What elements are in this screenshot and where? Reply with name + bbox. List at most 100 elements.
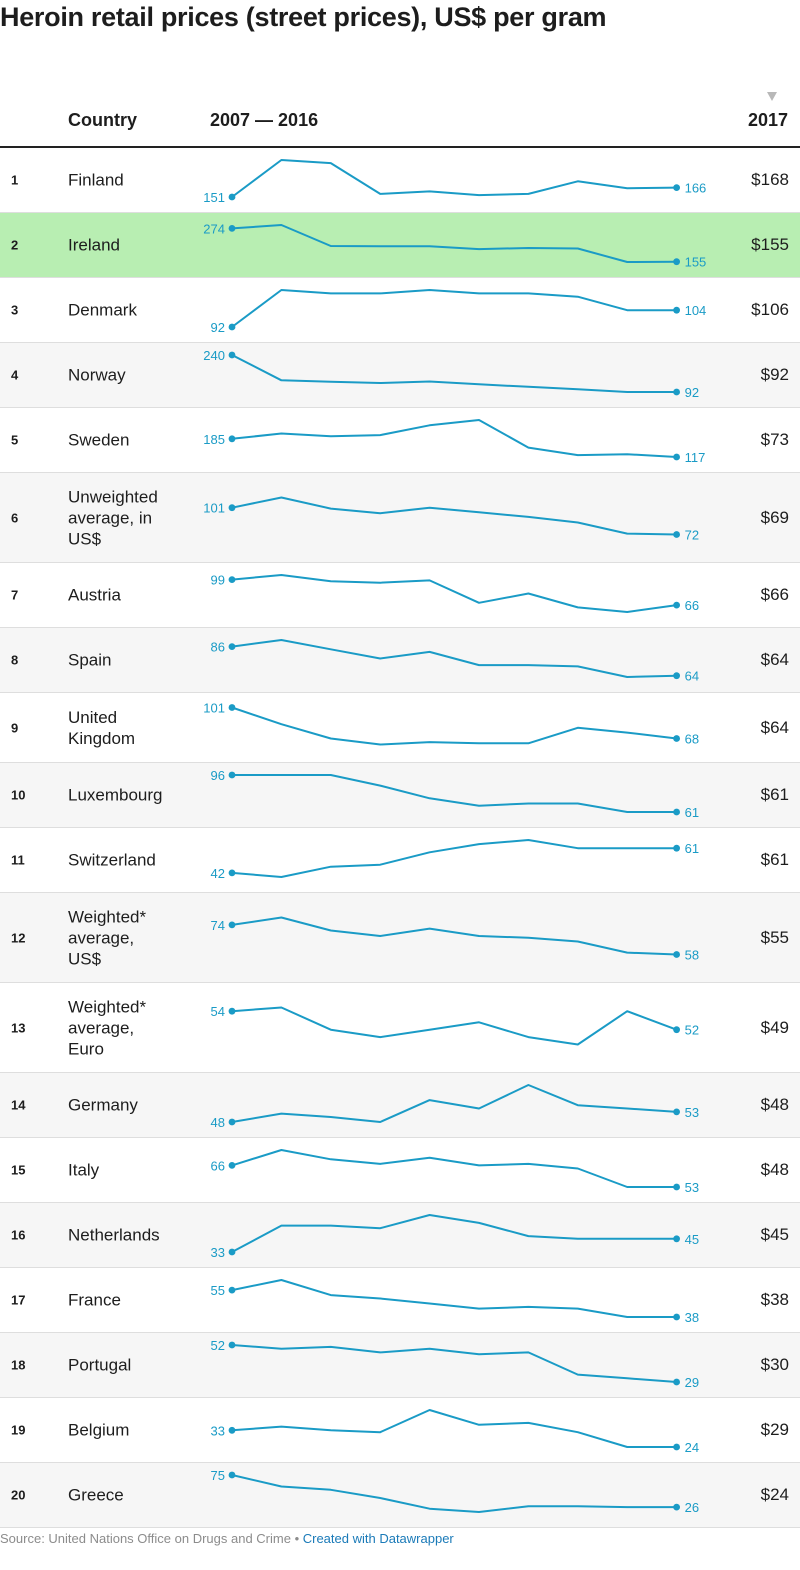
- sparkline: 33 24: [211, 1409, 699, 1455]
- row-rank: 9: [11, 720, 19, 735]
- sparkline: 55 38: [211, 1279, 699, 1325]
- sort-descending-arrow-icon[interactable]: [767, 92, 777, 101]
- chart-title: Heroin retail prices (street prices), US…: [0, 2, 607, 32]
- sparkline-end-label: 72: [685, 528, 699, 543]
- row-rank: 15: [11, 1162, 26, 1178]
- sparkline-end-point: [673, 184, 680, 191]
- sparkline-start-point: [228, 869, 236, 877]
- sparkline-end-label: 58: [685, 948, 699, 963]
- sparkline-end-label: 92: [685, 385, 699, 400]
- sparkline: 96 61: [211, 768, 700, 820]
- row-country: France: [68, 1290, 121, 1310]
- sparkline-start-point: [228, 351, 236, 359]
- sparkline-series: [231, 224, 677, 263]
- row-country: Denmark: [68, 300, 137, 320]
- sparkline-end-label: 53: [685, 1180, 699, 1195]
- sparkline-series: [231, 916, 677, 956]
- table-row: 7 Austria $66 99 66: [0, 563, 800, 628]
- sparkline-series: [231, 496, 677, 536]
- sparkline-end-label: 38: [685, 1310, 699, 1325]
- sparkline-series: [231, 419, 677, 458]
- sparkline-series: [231, 354, 677, 393]
- row-country: Norway: [68, 365, 126, 385]
- table-row: 16 Netherlands $45 33 45: [0, 1203, 800, 1268]
- sparkline-start-label: 101: [203, 501, 225, 516]
- sparkline-end-label: 64: [685, 669, 699, 684]
- row-country: Ireland: [68, 235, 120, 255]
- sparkline: 48 53: [211, 1084, 699, 1130]
- row-rank: 5: [11, 432, 19, 448]
- sparkline-start-label: 74: [211, 918, 225, 933]
- row-rank: 19: [11, 1422, 26, 1438]
- table-row: 8 Spain $64 86 64: [0, 628, 800, 693]
- row-price-2017: $30: [760, 1355, 789, 1374]
- sparkline-end-label: 155: [685, 255, 707, 270]
- sparkline-end-point: [673, 1313, 680, 1321]
- sparkline-start-label: 75: [211, 1468, 225, 1483]
- row-price-2017: $66: [760, 585, 789, 604]
- sparkline-start-point: [228, 435, 236, 443]
- row-price-2017: $61: [760, 850, 789, 869]
- row-rank: 1: [11, 172, 19, 188]
- column-header-2017[interactable]: 2017: [747, 110, 788, 130]
- sparkline-start-label: 52: [211, 1338, 225, 1353]
- row-price-2017: $55: [760, 927, 789, 947]
- sparkline: 151 166: [203, 159, 707, 205]
- sparkline-series: [232, 774, 677, 813]
- sparkline-series: [231, 706, 677, 746]
- sparkline-start-point: [228, 921, 236, 929]
- sparkline-end-point: [673, 844, 680, 852]
- row-country: Unweighted average, in US$: [68, 487, 158, 548]
- row-rank: 12: [11, 930, 26, 945]
- sparkline: 66 53: [211, 1149, 699, 1195]
- sparkline-end-label: 29: [685, 1375, 699, 1390]
- table-row: 17 France $38 55 38: [0, 1268, 800, 1333]
- sparkline-series: [231, 159, 677, 198]
- sparkline-series: [231, 1409, 677, 1448]
- row-country: United Kingdom: [68, 707, 136, 748]
- sparkline-start-label: 151: [203, 190, 225, 205]
- sparkline-end-point: [673, 531, 680, 538]
- datawrapper-credit-link[interactable]: Created with Datawrapper: [302, 1531, 454, 1546]
- row-country: Portugal: [68, 1355, 132, 1375]
- sparkline-start-point: [228, 643, 236, 650]
- table-row: 14 Germany $48 48 53: [0, 1073, 800, 1138]
- table-row: 3 Denmark $106 92 104: [0, 278, 800, 343]
- sparkline: 75 26: [211, 1468, 700, 1515]
- row-rank: 3: [11, 302, 19, 318]
- sparkline-end-label: 166: [685, 181, 707, 196]
- row-country: Spain: [68, 650, 112, 670]
- sparkline-start-point: [228, 1471, 236, 1479]
- sparkline-end-point: [673, 1235, 680, 1243]
- row-country: Switzerland: [68, 850, 156, 870]
- sparkline-start-point: [228, 323, 236, 331]
- sparkline-start-label: 55: [211, 1283, 225, 1298]
- table-row: 12 Weighted* average, US$ $55 74 58: [0, 893, 800, 983]
- row-price-2017: $48: [760, 1095, 789, 1114]
- sparkline-end-point: [673, 388, 680, 396]
- table-row: 20 Greece $24 75 26: [0, 1463, 800, 1528]
- row-rank: 17: [11, 1292, 26, 1308]
- column-header-country[interactable]: Country: [68, 110, 137, 130]
- row-rank: 20: [11, 1487, 26, 1503]
- sparkline-end-point: [673, 672, 680, 680]
- sparkline-start-label: 54: [211, 1004, 225, 1019]
- sparkline-end-point: [673, 1183, 680, 1191]
- sparkline-start-point: [228, 1248, 236, 1256]
- table-row: 2 Ireland $155 274 155: [0, 213, 800, 278]
- sparkline-start-point: [228, 504, 236, 512]
- sparkline-start-point: [228, 1286, 236, 1294]
- source-note: Source: United Nations Office on Drugs a…: [0, 1531, 291, 1546]
- row-country: Luxembourg: [68, 785, 163, 805]
- row-price-2017: $73: [760, 430, 789, 449]
- sparkline-end-label: 61: [685, 841, 699, 856]
- row-price-2017: $29: [760, 1420, 789, 1439]
- sparkline-start-label: 86: [211, 640, 225, 655]
- sparkline: 274 155: [203, 221, 707, 270]
- table-row: 10 Luxembourg $61 96 61: [0, 763, 800, 828]
- row-price-2017: $106: [751, 300, 789, 319]
- sparkline: 86 64: [211, 639, 699, 684]
- sparkline-end-point: [673, 1108, 680, 1116]
- sparkline-start-point: [228, 1426, 236, 1434]
- sparkline-start-point: [228, 193, 236, 201]
